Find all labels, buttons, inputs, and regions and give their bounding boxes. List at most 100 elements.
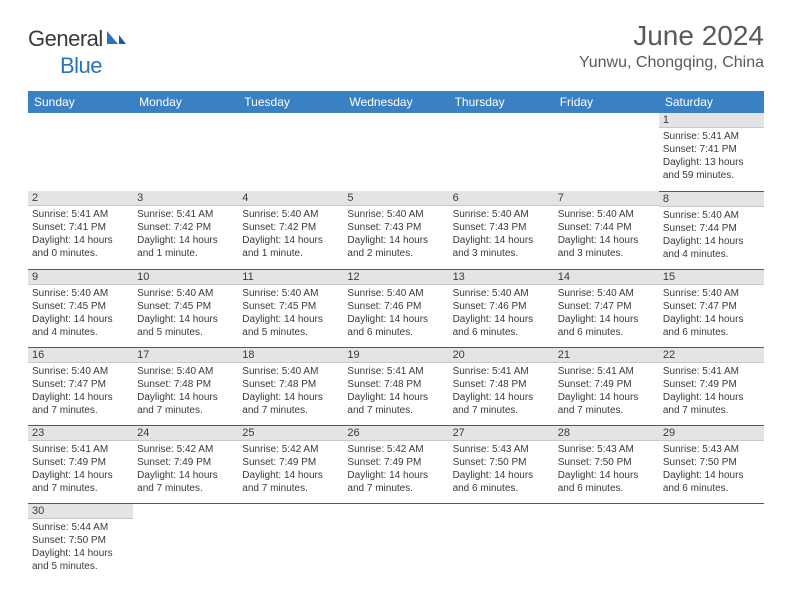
weekday-header: Tuesday <box>238 91 343 113</box>
calendar-cell: 18Sunrise: 5:40 AMSunset: 7:48 PMDayligh… <box>238 347 343 425</box>
day-details: Sunrise: 5:40 AMSunset: 7:48 PMDaylight:… <box>238 363 343 419</box>
calendar-cell: 1Sunrise: 5:41 AMSunset: 7:41 PMDaylight… <box>659 113 764 191</box>
month-title: June 2024 <box>579 20 764 52</box>
day-details: Sunrise: 5:40 AMSunset: 7:48 PMDaylight:… <box>133 363 238 419</box>
day-details: Sunrise: 5:40 AMSunset: 7:42 PMDaylight:… <box>238 206 343 262</box>
day-details: Sunrise: 5:40 AMSunset: 7:47 PMDaylight:… <box>554 285 659 341</box>
calendar-cell <box>554 503 659 581</box>
day-details: Sunrise: 5:43 AMSunset: 7:50 PMDaylight:… <box>659 441 764 497</box>
day-details: Sunrise: 5:42 AMSunset: 7:49 PMDaylight:… <box>133 441 238 497</box>
logo-text: GeneralBlue <box>28 26 127 79</box>
day-number: 30 <box>28 504 133 519</box>
calendar-cell: 30Sunrise: 5:44 AMSunset: 7:50 PMDayligh… <box>28 503 133 581</box>
calendar-cell: 12Sunrise: 5:40 AMSunset: 7:46 PMDayligh… <box>343 269 448 347</box>
day-details: Sunrise: 5:40 AMSunset: 7:45 PMDaylight:… <box>238 285 343 341</box>
sail-icon <box>105 27 127 53</box>
day-details: Sunrise: 5:42 AMSunset: 7:49 PMDaylight:… <box>238 441 343 497</box>
day-details: Sunrise: 5:41 AMSunset: 7:41 PMDaylight:… <box>659 128 764 184</box>
day-number: 16 <box>28 348 133 363</box>
logo-part1: General <box>28 26 103 51</box>
calendar-cell: 10Sunrise: 5:40 AMSunset: 7:45 PMDayligh… <box>133 269 238 347</box>
day-number: 25 <box>238 426 343 441</box>
day-details: Sunrise: 5:40 AMSunset: 7:45 PMDaylight:… <box>133 285 238 341</box>
day-number: 5 <box>343 191 448 206</box>
calendar-cell: 17Sunrise: 5:40 AMSunset: 7:48 PMDayligh… <box>133 347 238 425</box>
calendar-cell: 4Sunrise: 5:40 AMSunset: 7:42 PMDaylight… <box>238 191 343 269</box>
day-number: 21 <box>554 348 659 363</box>
calendar-row: 23Sunrise: 5:41 AMSunset: 7:49 PMDayligh… <box>28 425 764 503</box>
calendar-cell: 20Sunrise: 5:41 AMSunset: 7:48 PMDayligh… <box>449 347 554 425</box>
calendar-table: SundayMondayTuesdayWednesdayThursdayFrid… <box>28 91 764 581</box>
day-number: 22 <box>659 348 764 363</box>
day-number: 28 <box>554 426 659 441</box>
calendar-cell: 7Sunrise: 5:40 AMSunset: 7:44 PMDaylight… <box>554 191 659 269</box>
calendar-cell <box>133 503 238 581</box>
day-details: Sunrise: 5:40 AMSunset: 7:45 PMDaylight:… <box>28 285 133 341</box>
calendar-cell <box>343 503 448 581</box>
calendar-cell <box>659 503 764 581</box>
calendar-cell <box>554 113 659 191</box>
day-number: 9 <box>28 270 133 285</box>
day-details: Sunrise: 5:44 AMSunset: 7:50 PMDaylight:… <box>28 519 133 575</box>
day-details: Sunrise: 5:40 AMSunset: 7:43 PMDaylight:… <box>343 206 448 262</box>
day-details: Sunrise: 5:40 AMSunset: 7:44 PMDaylight:… <box>554 206 659 262</box>
calendar-cell: 8Sunrise: 5:40 AMSunset: 7:44 PMDaylight… <box>659 191 764 269</box>
calendar-cell: 9Sunrise: 5:40 AMSunset: 7:45 PMDaylight… <box>28 269 133 347</box>
logo: GeneralBlue <box>28 26 127 79</box>
day-details: Sunrise: 5:41 AMSunset: 7:49 PMDaylight:… <box>659 363 764 419</box>
day-number: 23 <box>28 426 133 441</box>
calendar-cell: 3Sunrise: 5:41 AMSunset: 7:42 PMDaylight… <box>133 191 238 269</box>
day-number: 10 <box>133 270 238 285</box>
day-details: Sunrise: 5:40 AMSunset: 7:44 PMDaylight:… <box>659 207 764 263</box>
calendar-header: SundayMondayTuesdayWednesdayThursdayFrid… <box>28 91 764 113</box>
calendar-cell <box>238 113 343 191</box>
day-details: Sunrise: 5:40 AMSunset: 7:46 PMDaylight:… <box>449 285 554 341</box>
day-number: 19 <box>343 348 448 363</box>
calendar-cell: 21Sunrise: 5:41 AMSunset: 7:49 PMDayligh… <box>554 347 659 425</box>
calendar-cell <box>449 113 554 191</box>
calendar-cell <box>28 113 133 191</box>
calendar-cell: 14Sunrise: 5:40 AMSunset: 7:47 PMDayligh… <box>554 269 659 347</box>
day-number: 6 <box>449 191 554 206</box>
title-block: June 2024 Yunwu, Chongqing, China <box>579 20 764 72</box>
calendar-cell: 19Sunrise: 5:41 AMSunset: 7:48 PMDayligh… <box>343 347 448 425</box>
calendar-cell <box>449 503 554 581</box>
calendar-row: 16Sunrise: 5:40 AMSunset: 7:47 PMDayligh… <box>28 347 764 425</box>
day-details: Sunrise: 5:40 AMSunset: 7:47 PMDaylight:… <box>28 363 133 419</box>
day-details: Sunrise: 5:43 AMSunset: 7:50 PMDaylight:… <box>554 441 659 497</box>
calendar-cell: 5Sunrise: 5:40 AMSunset: 7:43 PMDaylight… <box>343 191 448 269</box>
calendar-cell <box>238 503 343 581</box>
calendar-cell: 26Sunrise: 5:42 AMSunset: 7:49 PMDayligh… <box>343 425 448 503</box>
calendar-cell: 25Sunrise: 5:42 AMSunset: 7:49 PMDayligh… <box>238 425 343 503</box>
day-number: 7 <box>554 191 659 206</box>
weekday-header: Wednesday <box>343 91 448 113</box>
calendar-cell <box>133 113 238 191</box>
weekday-header: Saturday <box>659 91 764 113</box>
day-details: Sunrise: 5:42 AMSunset: 7:49 PMDaylight:… <box>343 441 448 497</box>
day-number: 24 <box>133 426 238 441</box>
calendar-cell: 11Sunrise: 5:40 AMSunset: 7:45 PMDayligh… <box>238 269 343 347</box>
calendar-cell: 24Sunrise: 5:42 AMSunset: 7:49 PMDayligh… <box>133 425 238 503</box>
day-number: 15 <box>659 270 764 285</box>
day-number: 8 <box>659 192 764 207</box>
day-number: 18 <box>238 348 343 363</box>
day-details: Sunrise: 5:41 AMSunset: 7:42 PMDaylight:… <box>133 206 238 262</box>
calendar-cell: 27Sunrise: 5:43 AMSunset: 7:50 PMDayligh… <box>449 425 554 503</box>
day-number: 14 <box>554 270 659 285</box>
day-number: 11 <box>238 270 343 285</box>
day-details: Sunrise: 5:43 AMSunset: 7:50 PMDaylight:… <box>449 441 554 497</box>
day-details: Sunrise: 5:40 AMSunset: 7:47 PMDaylight:… <box>659 285 764 341</box>
day-number: 17 <box>133 348 238 363</box>
day-details: Sunrise: 5:41 AMSunset: 7:48 PMDaylight:… <box>343 363 448 419</box>
day-number: 4 <box>238 191 343 206</box>
calendar-row: 9Sunrise: 5:40 AMSunset: 7:45 PMDaylight… <box>28 269 764 347</box>
day-details: Sunrise: 5:40 AMSunset: 7:43 PMDaylight:… <box>449 206 554 262</box>
calendar-row: 2Sunrise: 5:41 AMSunset: 7:41 PMDaylight… <box>28 191 764 269</box>
day-number: 20 <box>449 348 554 363</box>
calendar-cell: 22Sunrise: 5:41 AMSunset: 7:49 PMDayligh… <box>659 347 764 425</box>
day-number: 2 <box>28 191 133 206</box>
weekday-header: Friday <box>554 91 659 113</box>
calendar-cell: 29Sunrise: 5:43 AMSunset: 7:50 PMDayligh… <box>659 425 764 503</box>
calendar-cell: 16Sunrise: 5:40 AMSunset: 7:47 PMDayligh… <box>28 347 133 425</box>
calendar-cell: 23Sunrise: 5:41 AMSunset: 7:49 PMDayligh… <box>28 425 133 503</box>
